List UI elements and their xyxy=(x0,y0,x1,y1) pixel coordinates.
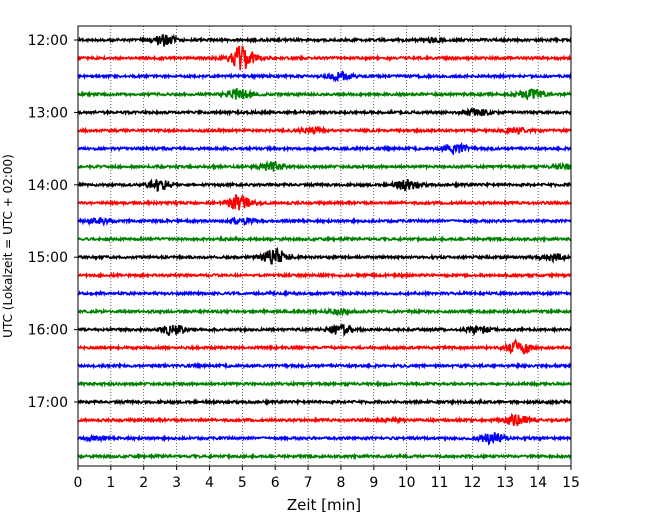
x-tick-label: 5 xyxy=(238,475,247,491)
trace-line xyxy=(77,413,572,427)
x-tick-label: 7 xyxy=(304,475,313,491)
x-tick-label: 15 xyxy=(562,475,580,491)
x-tick-label: 1 xyxy=(106,475,115,491)
trace-line xyxy=(77,216,572,227)
trace-line xyxy=(77,397,572,407)
trace-line xyxy=(77,452,572,461)
x-tick-label: 13 xyxy=(496,475,514,491)
trace-line xyxy=(77,194,572,211)
y-tick-label: 16:00 xyxy=(28,323,68,339)
x-tick-label: 11 xyxy=(431,475,449,491)
trace-line xyxy=(77,87,572,101)
vertical-grid xyxy=(110,26,539,466)
x-tick-label: 3 xyxy=(172,475,181,491)
trace-line xyxy=(77,178,572,192)
x-tick-label: 4 xyxy=(205,475,214,491)
y-axis-ticks: 12:00 13:00 14:00 15:00 16:00 17:00 xyxy=(28,33,78,411)
seismogram-traces xyxy=(77,33,572,461)
trace-line xyxy=(77,45,572,71)
x-tick-label: 2 xyxy=(139,475,148,491)
trace-line xyxy=(77,160,572,172)
x-tick-label: 9 xyxy=(369,475,378,491)
y-tick-label: 15:00 xyxy=(28,250,68,266)
x-tick-label: 10 xyxy=(398,475,416,491)
x-tick-label: 12 xyxy=(463,475,481,491)
trace-line xyxy=(77,432,572,446)
trace-line xyxy=(77,125,572,136)
x-tick-label: 14 xyxy=(529,475,547,491)
y-tick-label: 17:00 xyxy=(28,395,68,411)
trace-line xyxy=(77,322,572,338)
trace-line xyxy=(77,235,572,244)
y-axis-label: UTC (Lokalzeit = UTC + 02:00) xyxy=(1,154,15,338)
trace-line xyxy=(77,338,572,355)
trace-line xyxy=(77,70,572,83)
trace-line xyxy=(77,379,572,389)
trace-line xyxy=(77,107,572,118)
x-axis-label: Zeit [min] xyxy=(287,496,361,514)
trace-line xyxy=(77,33,572,47)
trace-line xyxy=(77,271,572,280)
y-tick-label: 12:00 xyxy=(28,33,68,49)
trace-line xyxy=(77,361,572,370)
y-tick-label: 14:00 xyxy=(28,178,68,194)
x-tick-label: 6 xyxy=(271,475,280,491)
trace-line xyxy=(77,141,572,156)
x-tick-label: 0 xyxy=(74,475,83,491)
trace-line xyxy=(77,246,572,265)
plot-frame xyxy=(77,25,572,467)
trace-line xyxy=(77,289,572,298)
x-tick-label: 8 xyxy=(336,475,345,491)
y-tick-label: 13:00 xyxy=(28,105,68,121)
x-axis-ticks: 0 1 2 3 4 5 6 7 8 9 10 11 12 13 14 15 xyxy=(74,466,580,491)
trace-line xyxy=(77,306,572,317)
